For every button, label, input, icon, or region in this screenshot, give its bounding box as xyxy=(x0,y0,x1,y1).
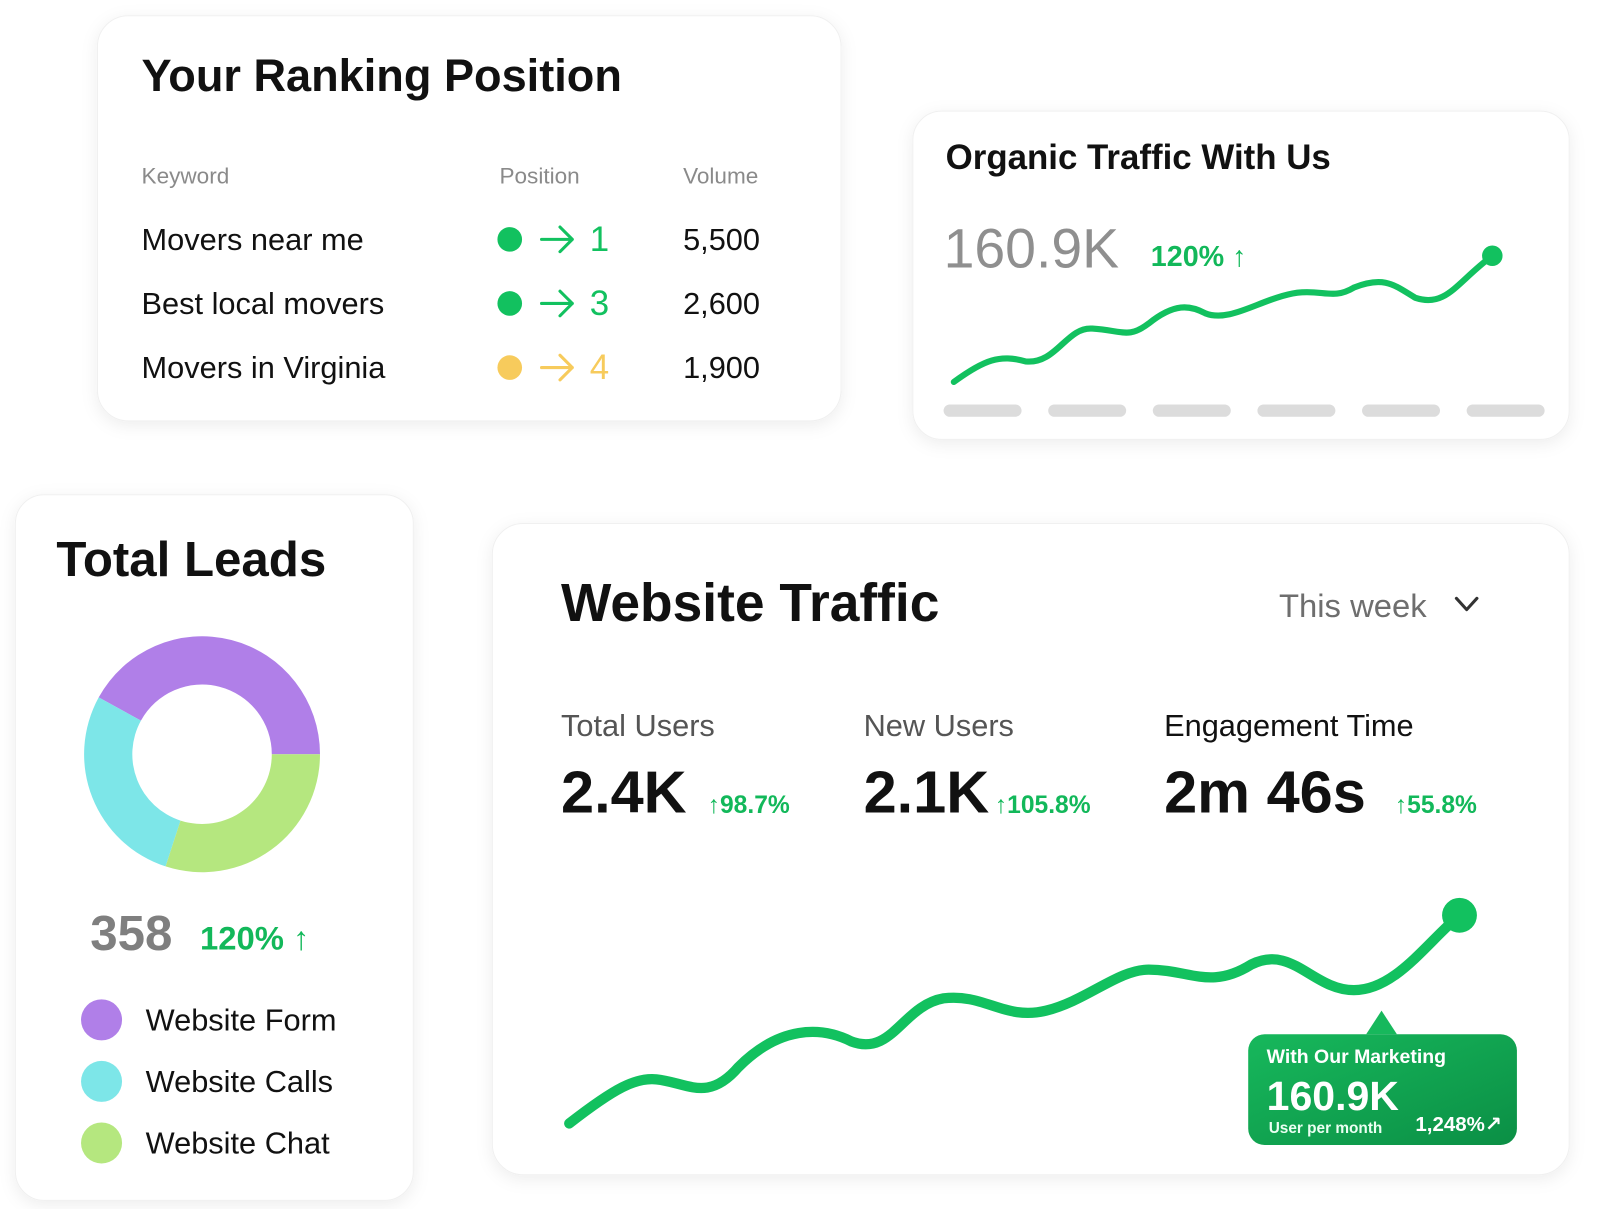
axis-placeholders xyxy=(943,404,1545,417)
column-header: Volume xyxy=(683,163,758,188)
status-dot xyxy=(497,355,523,380)
legend-label: Website Calls xyxy=(146,1064,333,1099)
donut-segment xyxy=(84,697,181,867)
leads-total: 358 xyxy=(90,906,172,961)
metric-value: 2.1K xyxy=(864,759,990,826)
organic-card xyxy=(912,110,1570,440)
position: 4 xyxy=(590,348,609,387)
column-header: Position xyxy=(499,163,579,188)
column-header: Keyword xyxy=(142,163,230,188)
period-select[interactable]: This week xyxy=(1279,587,1427,624)
keyword: Movers near me xyxy=(142,222,364,257)
status-dot xyxy=(497,227,523,252)
legend: Website Form Website Calls Website Chat xyxy=(81,999,337,1164)
organic-value: 160.9K xyxy=(944,218,1120,280)
callout-change: 1,248%↗ xyxy=(1415,1113,1502,1136)
metric-value: 2m 46s xyxy=(1164,759,1366,826)
position: 3 xyxy=(590,284,609,323)
arrow-icon xyxy=(539,353,574,382)
donut-segment xyxy=(98,636,320,755)
metric-label: Engagement Time xyxy=(1164,708,1414,743)
traffic-card xyxy=(491,522,1570,1176)
metric-label: Total Users xyxy=(561,708,715,743)
callout xyxy=(1248,1034,1517,1146)
ranking-rows: Movers near me 1 5,500 Best local movers 3 2,… xyxy=(142,220,760,387)
placeholder xyxy=(1152,404,1231,417)
volume: 2,600 xyxy=(683,286,760,321)
metric-change: ↑55.8% xyxy=(1395,792,1477,819)
ranking-card xyxy=(96,15,842,422)
donut xyxy=(84,636,320,873)
placeholder xyxy=(943,404,1022,417)
trend-dot xyxy=(1482,245,1503,267)
metrics: Total Users 2.4K ↑98.7% New Users 2.1K ↑105.8… xyxy=(561,708,1477,826)
callout-value: 160.9K xyxy=(1267,1073,1400,1119)
metric-change: ↑98.7% xyxy=(708,792,790,819)
donut-segment xyxy=(165,754,320,873)
trend-line xyxy=(950,252,1496,386)
legend-dot xyxy=(81,1060,123,1102)
arrow-icon xyxy=(539,289,574,318)
traffic-line xyxy=(564,910,1465,1129)
callout-title: With Our Marketing xyxy=(1267,1046,1446,1068)
arrow-icon xyxy=(539,225,574,254)
placeholder xyxy=(1466,404,1545,417)
metric-value: 2.4K xyxy=(561,759,687,826)
metric-label: New Users xyxy=(864,708,1014,743)
callout-subtitle: User per month xyxy=(1269,1120,1383,1137)
placeholder xyxy=(1048,404,1127,417)
status-dot xyxy=(497,291,523,316)
organic-change: 120% ↑ xyxy=(1151,241,1247,273)
traffic-title: Website Traffic xyxy=(561,574,939,633)
legend-label: Website Form xyxy=(146,1002,337,1037)
placeholder xyxy=(1362,404,1440,417)
legend-dot xyxy=(81,999,123,1041)
position: 1 xyxy=(590,220,609,259)
legend-dot xyxy=(81,1122,123,1164)
keyword: Movers in Virginia xyxy=(142,350,387,385)
traffic-dot xyxy=(1442,897,1477,933)
leads-change: 120% ↑ xyxy=(200,919,309,956)
leads-title: Total Leads xyxy=(56,532,326,587)
volume: 1,900 xyxy=(683,350,760,385)
legend-label: Website Chat xyxy=(146,1125,330,1160)
metric-change: ↑105.8% xyxy=(995,792,1091,819)
placeholder xyxy=(1257,404,1336,417)
volume: 5,500 xyxy=(683,222,760,257)
ranking-title: Your Ranking Position xyxy=(142,50,622,101)
callout-tip xyxy=(1366,1010,1397,1035)
organic-title: Organic Traffic With Us xyxy=(946,138,1331,177)
chevron[interactable] xyxy=(1454,596,1479,612)
keyword: Best local movers xyxy=(142,286,385,321)
